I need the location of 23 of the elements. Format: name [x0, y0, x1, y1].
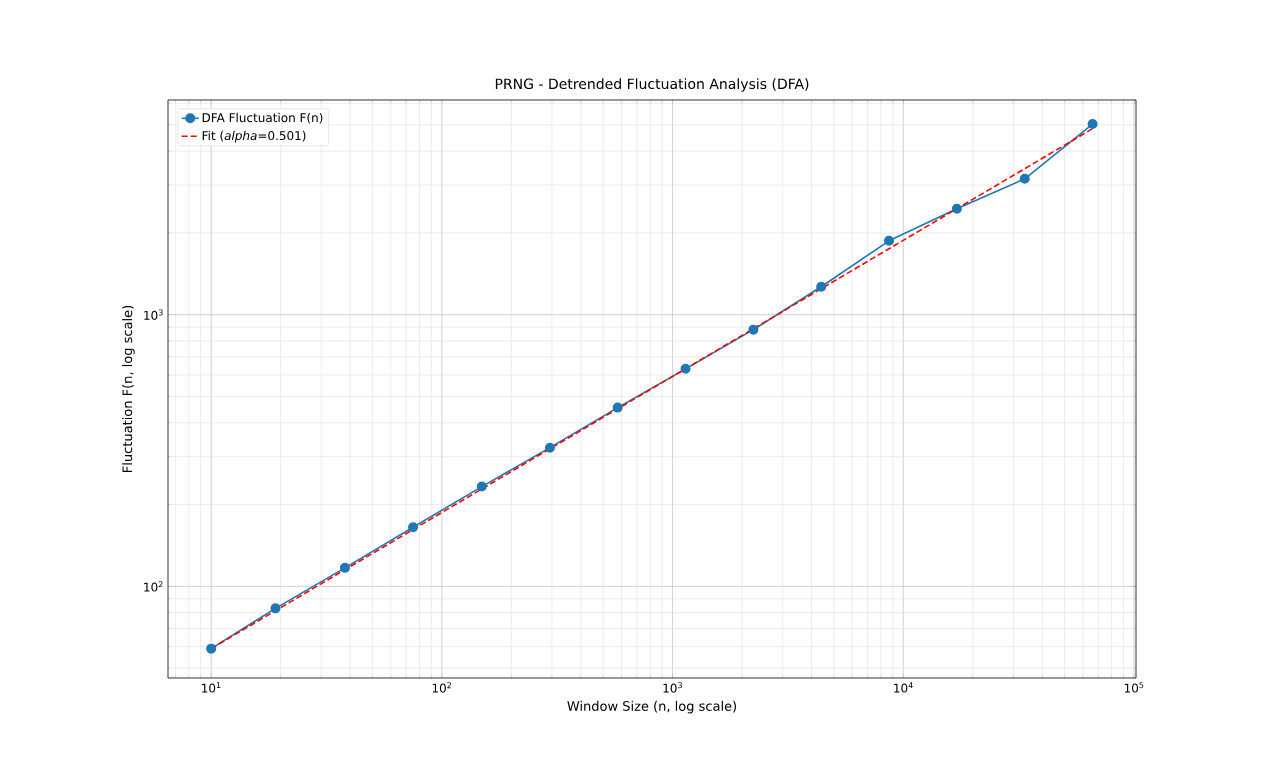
point	[951, 203, 962, 214]
point	[476, 481, 487, 492]
point	[816, 281, 827, 292]
y-axis-title: Fluctuation F(n, log scale)	[122, 305, 135, 472]
x-tick-label: 10$^{2}$	[432, 682, 452, 693]
point	[1019, 173, 1030, 184]
point	[206, 643, 217, 654]
point	[544, 442, 555, 453]
point	[339, 562, 350, 573]
x-axis-title: Window Size (n, log scale)	[567, 700, 737, 714]
legend-label: Fit (alpha=0.501)	[202, 130, 306, 143]
point	[884, 235, 895, 246]
chart-title: PRNG - Detrended Fluctuation Analysis (DFA)	[495, 78, 809, 92]
legend-label: DFA Fluctuation F(n)	[202, 112, 323, 124]
point	[408, 522, 419, 533]
x-tick-label: 10$^{5}$	[1124, 682, 1144, 693]
x-tick-label: 10$^{4}$	[894, 682, 913, 693]
x-tick-label: 10$^{1}$	[202, 682, 221, 693]
point	[680, 363, 691, 374]
point	[612, 402, 623, 413]
point	[1087, 119, 1098, 130]
x-tick-label: 10$^{3}$	[663, 682, 682, 693]
point	[748, 324, 759, 335]
